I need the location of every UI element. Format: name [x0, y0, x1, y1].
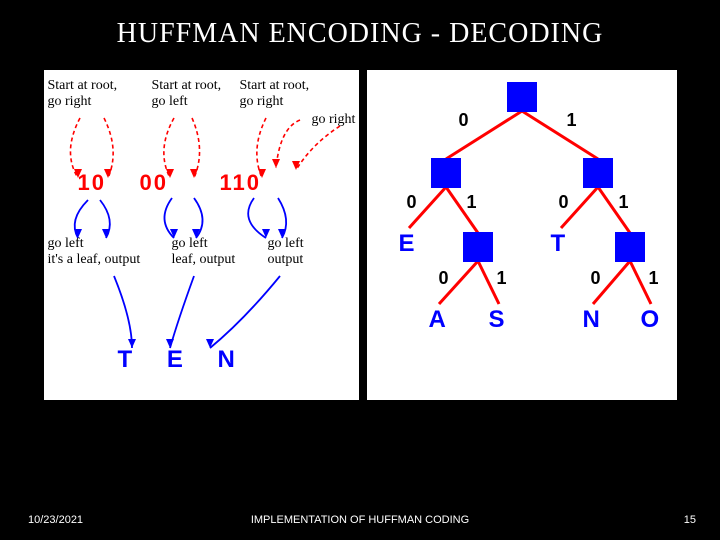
edge-bit-label: 0 — [459, 110, 469, 131]
trace-caption: go leftit's a leaf, output — [48, 236, 141, 268]
content-row: Start at root,go right Start at root,go l… — [0, 70, 720, 400]
tree-node — [431, 158, 461, 188]
edge-bit-label: 1 — [467, 192, 477, 213]
edge-bit-label: 0 — [559, 192, 569, 213]
slide-title: HUFFMAN ENCODING - DECODING — [0, 0, 720, 50]
edge-bit-label: 0 — [439, 268, 449, 289]
edge-bit-label: 0 — [591, 268, 601, 289]
tree-node — [507, 82, 537, 112]
trace-caption: Start at root,go left — [152, 78, 222, 110]
trace-caption: Start at root,go right — [240, 78, 310, 110]
trace-caption: Start at root,go right — [48, 78, 118, 110]
tree-leaf: A — [429, 306, 446, 334]
bit-sequence: 10 — [78, 170, 106, 196]
tree-node — [615, 232, 645, 262]
footer-date: 10/23/2021 — [28, 514, 83, 526]
slide-footer: 10/23/2021 IMPLEMENTATION OF HUFFMAN COD… — [0, 514, 720, 526]
tree-leaf: S — [489, 306, 505, 334]
bit-sequence: 00 — [140, 170, 168, 196]
trace-caption: go right — [312, 112, 356, 128]
edge-bit-label: 0 — [407, 192, 417, 213]
tree-leaf: N — [583, 306, 600, 334]
edge-bit-label: 1 — [497, 268, 507, 289]
decoded-output: T E N — [118, 346, 249, 374]
tree-node — [463, 232, 493, 262]
huffman-tree-panel: E T A S N O 0 1 0 1 0 1 0 1 0 1 — [367, 70, 677, 400]
edge-bit-label: 1 — [649, 268, 659, 289]
footer-page-number: 15 — [684, 514, 696, 526]
decoding-trace-panel: Start at root,go right Start at root,go l… — [44, 70, 359, 400]
bit-sequence: 110 — [220, 170, 262, 196]
edge-bit-label: 1 — [619, 192, 629, 213]
footer-caption: IMPLEMENTATION OF HUFFMAN CODING — [0, 514, 720, 526]
trace-caption: go leftoutput — [268, 236, 304, 268]
edge-bit-label: 1 — [567, 110, 577, 131]
tree-leaf: O — [641, 306, 660, 334]
tree-node — [583, 158, 613, 188]
tree-leaf: E — [399, 230, 415, 258]
tree-leaf: T — [551, 230, 566, 258]
trace-caption: go leftleaf, output — [172, 236, 236, 268]
